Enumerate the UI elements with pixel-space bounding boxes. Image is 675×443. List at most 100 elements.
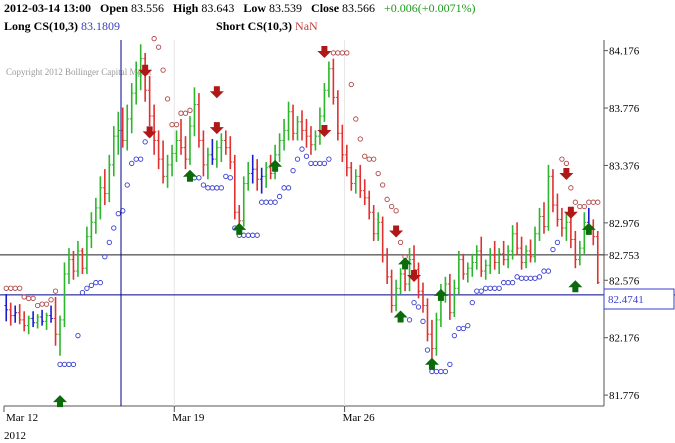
long-stop-dot xyxy=(492,285,498,291)
ohlc-bar xyxy=(85,226,89,274)
long-stop-dot xyxy=(57,361,63,368)
ohlc-bar xyxy=(510,225,515,260)
sell-arrow-icon xyxy=(317,46,332,59)
ohlc-bar xyxy=(506,245,510,269)
ohlc-bar xyxy=(336,90,340,141)
long-stop-dot xyxy=(483,285,489,291)
ohlc-header: 2012-03-14 13:00 Open 83.556 High 83.643… xyxy=(4,1,476,16)
long-stop-dot xyxy=(411,300,417,306)
long-stop-dot xyxy=(276,193,283,200)
short-stop-dot xyxy=(182,110,189,116)
ohlc-bar xyxy=(49,305,53,323)
long-stop-dot xyxy=(259,199,265,205)
short-stop-dot xyxy=(375,170,381,177)
long-stop-dot xyxy=(303,153,310,159)
ohlc-bar xyxy=(35,314,40,329)
year-label: 2012 xyxy=(4,430,26,442)
ohlc-bar xyxy=(591,219,596,246)
ohlc-bar xyxy=(555,193,560,227)
long-stop-dot xyxy=(554,239,561,246)
short-stop-dot xyxy=(380,182,386,188)
buy-arrow-icon xyxy=(393,310,408,323)
y-tick-label: 83.376 xyxy=(609,160,640,172)
short-stop-dot xyxy=(160,67,166,73)
ohlc-bar xyxy=(425,298,430,342)
buy-arrow-icon xyxy=(182,169,197,182)
short-stop-dot xyxy=(12,285,18,291)
long-stop-dot xyxy=(429,368,435,375)
ohlc-bar xyxy=(470,253,475,277)
long-stop-dot xyxy=(281,185,287,191)
long-stop-dot xyxy=(321,160,328,167)
ohlc-bar xyxy=(224,130,228,155)
ohlc-bar xyxy=(483,259,488,280)
long-stop-dot xyxy=(496,285,502,291)
short-stop-dot xyxy=(8,285,14,291)
ohlc-bar xyxy=(371,205,376,241)
ohlc-bar xyxy=(250,154,255,184)
y-tick-label: 82.176 xyxy=(609,333,640,345)
long-stop-dot xyxy=(460,325,466,332)
ohlc-bar xyxy=(318,107,322,145)
short-stop-dot xyxy=(595,199,601,205)
ohlc-bar xyxy=(138,44,143,91)
ohlc-bar xyxy=(327,61,331,98)
short-stop-dot xyxy=(353,116,359,122)
ohlc-bar xyxy=(466,262,470,283)
ohlc-bar xyxy=(416,262,421,299)
long-stop-dot xyxy=(84,285,90,291)
long-stop-dot xyxy=(326,156,332,162)
short-stop-dot xyxy=(173,122,180,128)
indicator-header: Long CS(10,3) 83.1809 Short CS(10,3) NaN xyxy=(4,19,318,34)
short-stop-dot xyxy=(388,203,395,210)
short-stop-dot xyxy=(348,81,354,88)
high-value: 83.643 xyxy=(201,1,235,15)
long-stop-series xyxy=(57,132,561,375)
long-stop-dot xyxy=(420,318,426,324)
long-cs-label: Long CS(10,3) xyxy=(4,19,79,33)
ohlc-bar xyxy=(295,116,300,141)
ohlc-bar xyxy=(241,176,246,227)
sell-arrow-icon xyxy=(389,225,404,238)
short-cs-value: NaN xyxy=(295,19,318,33)
buy-arrow-icon xyxy=(433,288,448,301)
long-stop-dot xyxy=(523,275,529,281)
long-stop-dot xyxy=(111,225,117,231)
ohlc-bar xyxy=(389,269,394,313)
ohlc-bar xyxy=(219,133,224,162)
ohlc-bar xyxy=(560,207,564,237)
ohlc-bar xyxy=(165,154,170,188)
short-stop-dot xyxy=(48,297,54,303)
short-stop-dot xyxy=(330,50,337,56)
long-stop-dot xyxy=(70,361,77,368)
ohlc-bar xyxy=(434,312,439,356)
long-stop-dot xyxy=(536,274,543,280)
ohlc-bar xyxy=(268,154,273,180)
buy-arrow-icon xyxy=(232,222,247,235)
ohlc-bar xyxy=(542,202,546,234)
y-tick-label: 84.176 xyxy=(609,46,640,58)
current-price-label: 82.4741 xyxy=(608,294,644,306)
long-stop-dot xyxy=(299,146,305,152)
long-cs-value: 83.1809 xyxy=(81,19,121,33)
ohlc-bar xyxy=(40,309,44,326)
long-stop-dot xyxy=(550,246,556,253)
ohlc-bar xyxy=(228,136,233,170)
short-stop-dot xyxy=(572,199,579,205)
ohlc-bar xyxy=(398,268,403,295)
current-price-box xyxy=(603,288,675,310)
ohlc-bar xyxy=(94,197,98,234)
long-stop-dot xyxy=(79,289,86,296)
long-stop-dot xyxy=(102,254,108,260)
ohlc-bar xyxy=(246,162,251,191)
buy-arrow-icon xyxy=(398,257,413,270)
y-tick-label: 83.776 xyxy=(609,103,640,115)
x-tick-label: Mar 12 xyxy=(6,412,38,424)
short-stop-dot xyxy=(169,122,175,128)
sell-arrow-icon xyxy=(407,269,422,282)
sell-arrow-icon xyxy=(209,122,224,135)
long-stop-dot xyxy=(469,300,475,306)
long-stop-dot xyxy=(285,185,292,191)
ohlc-bar xyxy=(492,240,497,270)
